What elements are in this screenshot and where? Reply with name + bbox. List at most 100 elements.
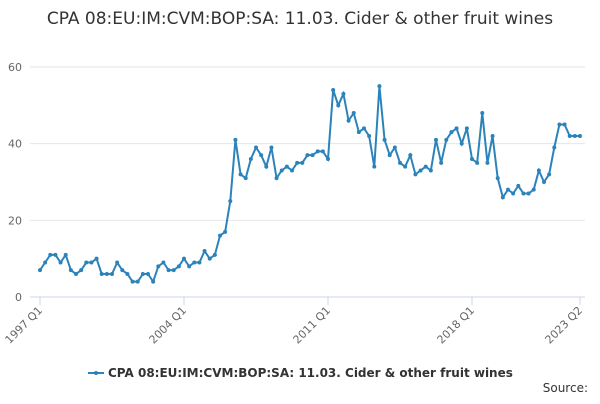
x-tick-label: 2018 Q1 — [435, 304, 478, 347]
point — [53, 252, 58, 257]
point — [248, 157, 253, 161]
point — [557, 122, 562, 127]
x-tick-label: 2023 Q2 — [543, 304, 586, 347]
y-tick-label: 0 — [15, 291, 22, 304]
point — [418, 168, 423, 173]
point — [176, 264, 181, 269]
point — [48, 252, 53, 257]
point — [444, 137, 449, 142]
point — [279, 168, 284, 173]
point — [315, 149, 320, 154]
point — [79, 268, 84, 273]
point — [434, 137, 438, 142]
point — [58, 260, 63, 265]
point — [187, 264, 192, 269]
point — [511, 191, 516, 196]
source: Source: — [543, 381, 588, 395]
point — [536, 168, 541, 173]
point — [552, 145, 557, 150]
point — [125, 272, 130, 276]
point — [572, 134, 577, 138]
point — [480, 111, 485, 115]
point — [115, 260, 120, 265]
point — [110, 272, 114, 276]
point — [212, 252, 217, 257]
point — [464, 126, 469, 131]
point — [367, 134, 372, 138]
point — [336, 103, 341, 108]
point — [398, 160, 402, 165]
point — [346, 118, 351, 123]
point — [192, 260, 197, 265]
point — [547, 172, 552, 177]
point — [562, 122, 567, 127]
point — [202, 249, 207, 253]
point — [264, 164, 269, 169]
point — [310, 153, 315, 158]
point — [392, 145, 397, 150]
point — [305, 153, 310, 158]
point — [197, 260, 202, 265]
point — [475, 160, 480, 165]
point — [243, 176, 248, 181]
series-line — [39, 86, 580, 284]
point — [516, 183, 521, 188]
point — [439, 160, 444, 165]
point — [84, 260, 89, 265]
point — [74, 272, 78, 276]
legend-marker — [94, 371, 98, 375]
point — [413, 172, 418, 177]
point — [284, 164, 289, 169]
point — [228, 199, 233, 204]
x-tick-label: 2004 Q1 — [147, 304, 190, 347]
point — [521, 191, 526, 196]
point — [542, 180, 546, 184]
point — [223, 229, 228, 234]
point — [403, 164, 408, 169]
point — [300, 160, 305, 165]
point — [377, 84, 382, 89]
point — [490, 134, 495, 138]
point — [372, 164, 377, 169]
point — [470, 157, 474, 161]
x-tick-label: 1997 Q1 — [3, 304, 46, 347]
point — [254, 145, 258, 150]
point — [238, 172, 243, 177]
point — [290, 168, 294, 173]
point — [161, 260, 166, 265]
point — [531, 187, 536, 192]
point — [182, 256, 186, 261]
point — [449, 130, 454, 135]
point — [356, 130, 361, 135]
point — [500, 195, 505, 200]
point — [166, 268, 171, 273]
point — [151, 279, 156, 284]
point — [94, 256, 99, 261]
y-tick-label: 40 — [8, 138, 22, 151]
point — [578, 134, 582, 138]
point — [459, 141, 464, 146]
point — [130, 279, 135, 284]
point — [99, 272, 104, 276]
chart-title: CPA 08:EU:IM:CVM:BOP:SA: 11.03. Cider & … — [46, 9, 554, 29]
point — [156, 264, 161, 269]
point — [295, 160, 300, 165]
point — [331, 88, 336, 92]
point — [526, 191, 531, 196]
point — [63, 252, 68, 257]
point — [341, 91, 346, 96]
point — [428, 168, 433, 173]
point — [89, 260, 94, 265]
point — [104, 272, 109, 276]
point — [326, 157, 330, 161]
point — [135, 279, 140, 284]
point — [320, 149, 325, 154]
point — [68, 268, 73, 273]
point — [38, 268, 42, 273]
point — [387, 153, 392, 158]
point — [43, 260, 48, 265]
point — [506, 187, 510, 192]
point — [274, 176, 279, 181]
